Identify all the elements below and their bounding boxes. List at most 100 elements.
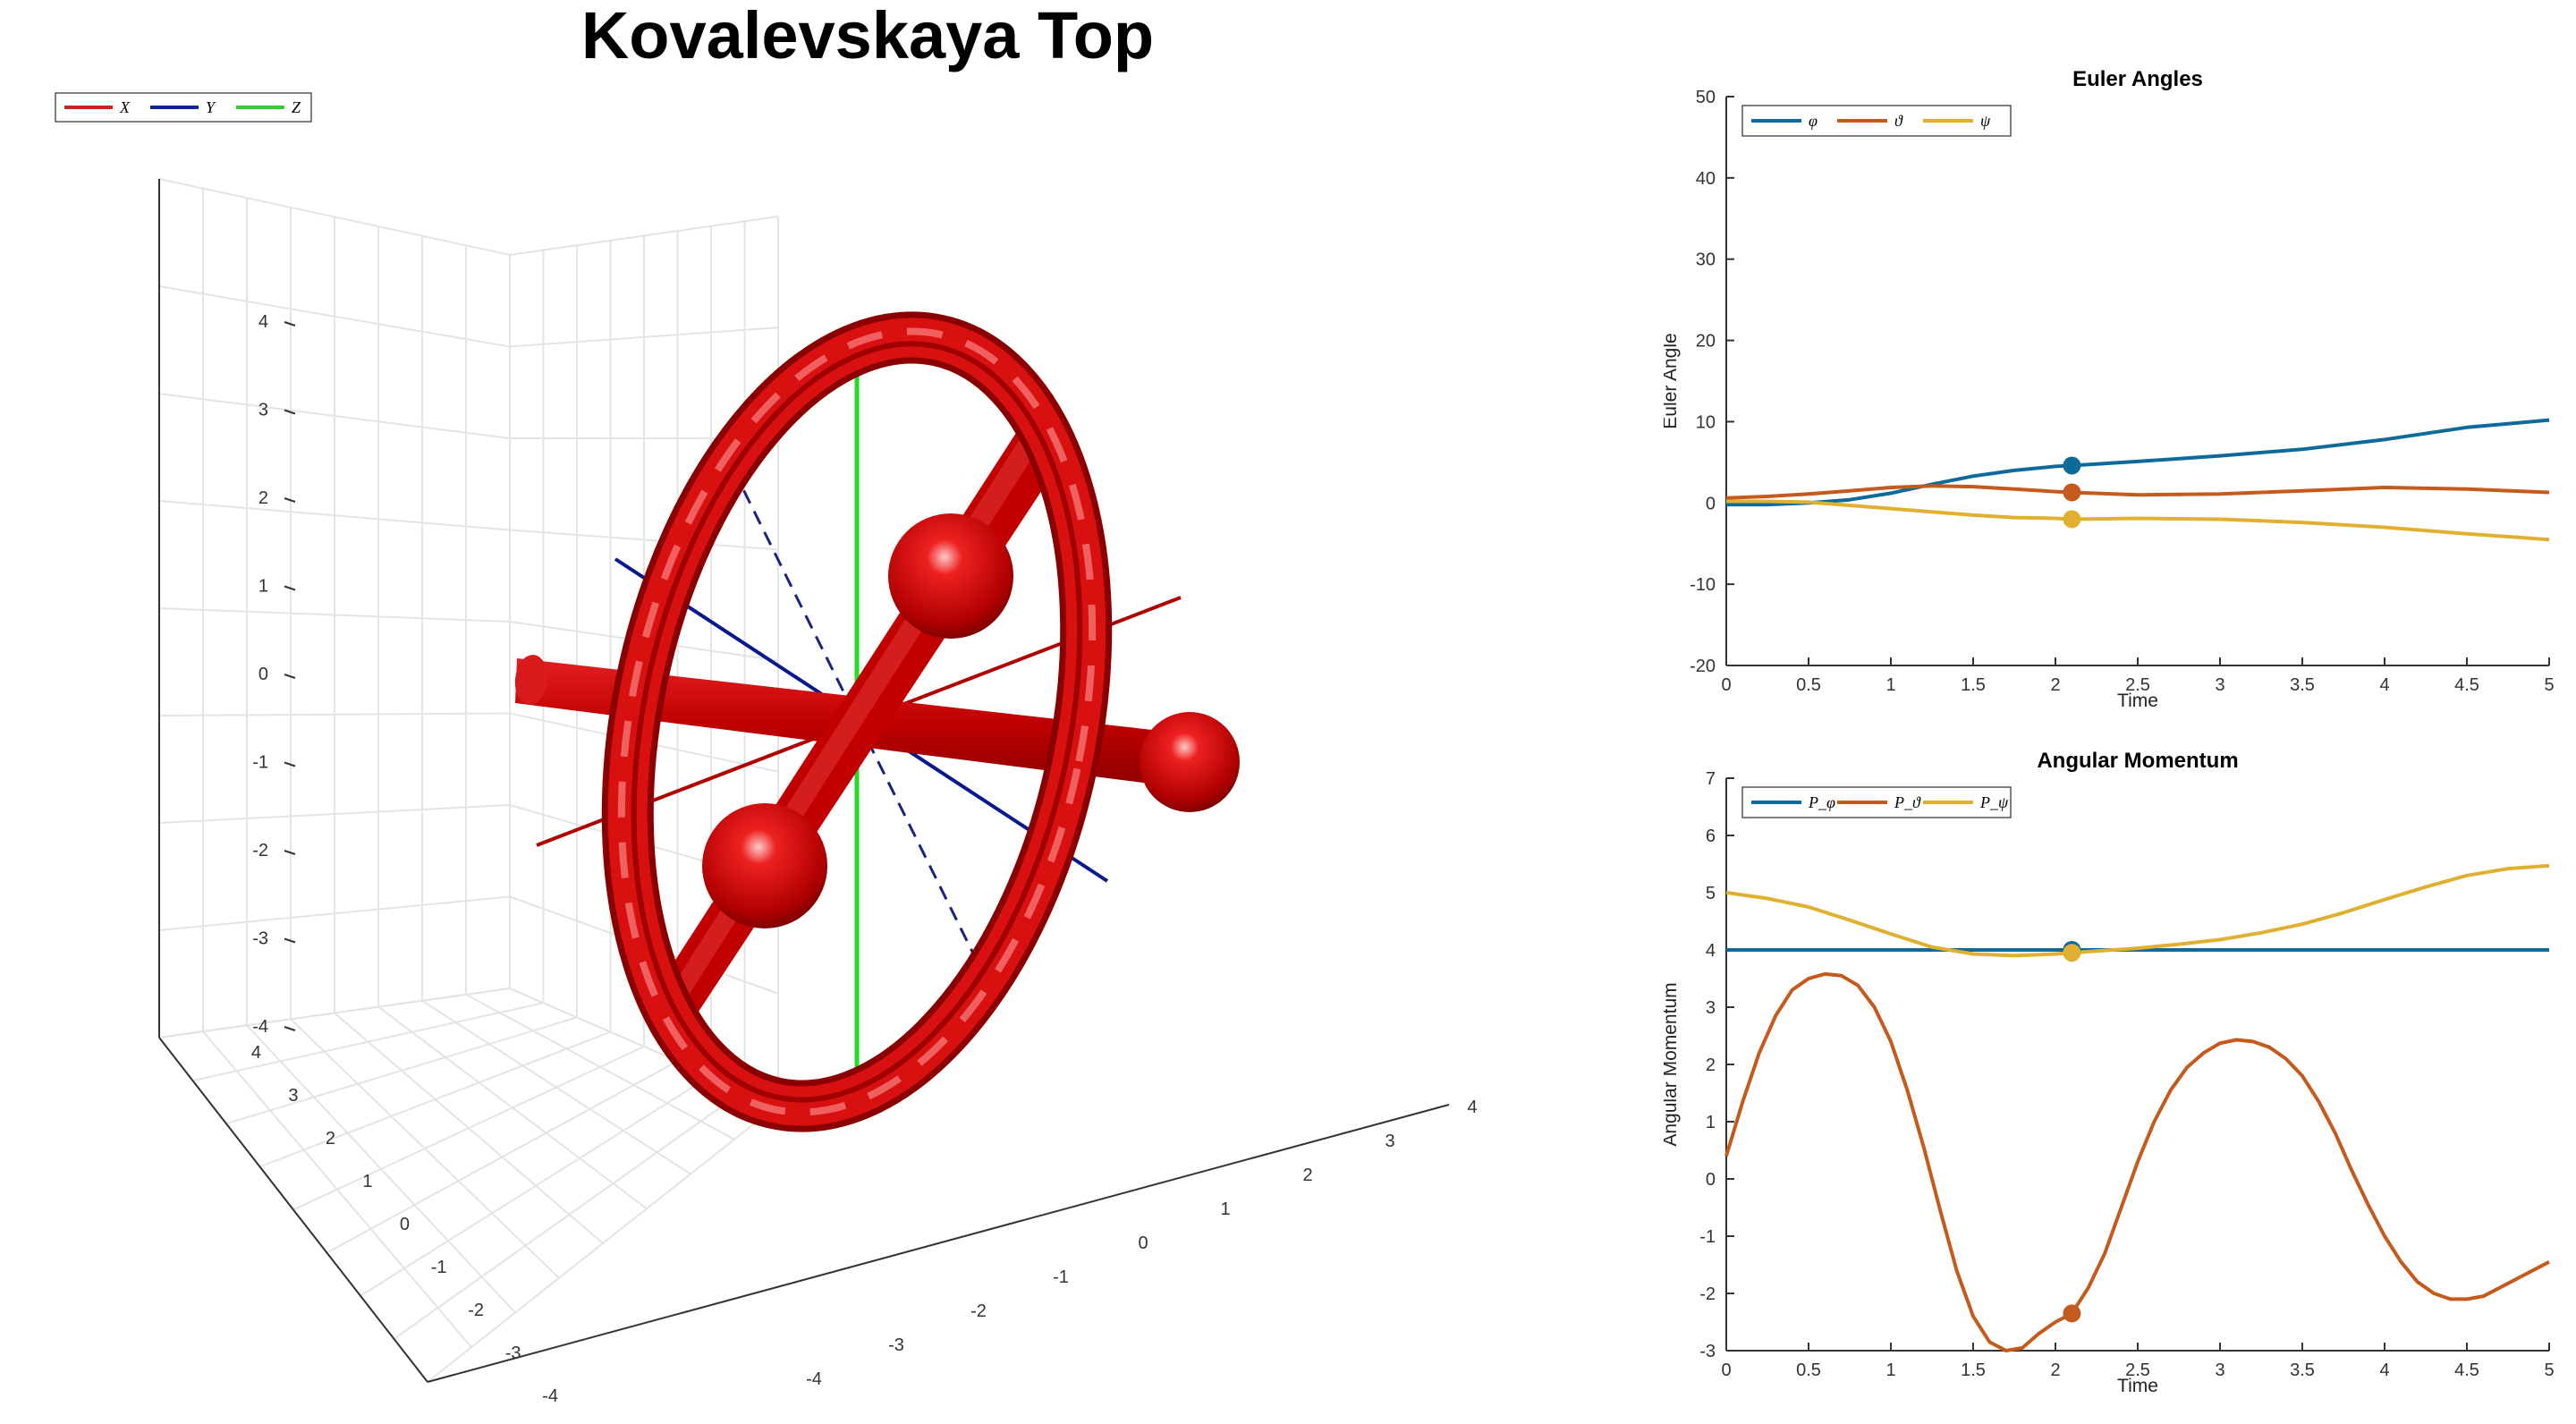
legend-label-2: P_ψ — [1979, 793, 2009, 811]
legend-label-1: P_ϑ — [1894, 793, 1921, 811]
legend-3d: X Y Z — [55, 92, 312, 123]
y-axis-label: Euler Angle — [1664, 333, 1681, 428]
y-tick-label: 3 — [288, 1086, 298, 1106]
y-tick-label: 0 — [1706, 1170, 1716, 1190]
z-tick-label: 2 — [258, 488, 268, 508]
x-tick-label: 1.5 — [1961, 1360, 1986, 1380]
time-marker-2 — [2063, 510, 2081, 529]
grid-line — [158, 804, 511, 824]
x-tick-label: 0.5 — [1796, 1360, 1821, 1380]
grid-line — [509, 326, 779, 348]
legend-label-x: X — [119, 98, 131, 116]
x-tick-label: 2.5 — [2125, 675, 2150, 695]
x-tick-label: 3 — [2215, 1360, 2224, 1380]
legend-label-0: P_φ — [1808, 793, 1835, 811]
z-tick — [284, 321, 296, 326]
z-tick — [284, 850, 296, 855]
series-line-1 — [1725, 484, 2550, 500]
scene-3d-axes[interactable]: 4 3 2 1 0 -1 -2 -3 -4 4 3 2 1 0 -1 -2 -3 -4 -4 -3 -2 -1 0 1 2 3 4 — [0, 72, 1664, 1424]
legend-label-z: Z — [292, 98, 301, 116]
x-tick-label: 0 — [1138, 1233, 1148, 1253]
x-tick-label: 5 — [2544, 675, 2554, 695]
z-tick — [284, 674, 296, 679]
x-axis-rule — [427, 1104, 1450, 1383]
time-marker-1 — [2063, 1304, 2081, 1323]
grid-line — [158, 393, 511, 439]
time-marker-0 — [2063, 456, 2081, 475]
x-tick-label: 4 — [2379, 1360, 2389, 1380]
chart-title: Euler Angles — [2072, 67, 2203, 91]
series-line-2 — [1725, 863, 2550, 958]
right-ball — [1140, 712, 1240, 812]
x-tick-label: 3.5 — [2290, 675, 2315, 695]
axis-tick-labels: 4 3 2 1 0 -1 -2 -3 -4 4 3 2 1 0 -1 -2 -3 -4 -4 -3 -2 -1 0 1 2 3 4 — [251, 312, 1478, 1406]
x-tick-label: 2 — [1302, 1165, 1312, 1185]
y-tick-label: -4 — [542, 1386, 558, 1406]
x-tick-label: 5 — [2544, 1360, 2554, 1380]
grid-line — [158, 607, 511, 623]
x-tick-label: 4.5 — [2454, 1360, 2479, 1380]
y-axis-label: Angular Momentum — [1664, 982, 1681, 1146]
y-tick-label: 1 — [362, 1172, 372, 1191]
grid-line — [246, 1024, 516, 1314]
angular-momentum-chart[interactable]: Angular Momentum 0 0.5 1 1.5 2 2.5 3 3.5 4 4.5 5 7 6 5… — [1664, 725, 2558, 1424]
z-tick-label: 3 — [258, 401, 268, 420]
x-tick-label: 2 — [2050, 675, 2060, 695]
grid-line — [158, 500, 511, 531]
grid-line — [326, 1060, 678, 1254]
y-tick-label: -3 — [1699, 1342, 1716, 1361]
z-tick-label: 4 — [258, 312, 268, 332]
y-tick-label: 2 — [1706, 1055, 1716, 1075]
z-tick — [284, 585, 296, 591]
y-tick-label: 3 — [1706, 998, 1716, 1018]
series-line-1 — [1724, 971, 2550, 1352]
y-tick-label: 10 — [1696, 412, 1716, 432]
y-tick-label: 5 — [1706, 884, 1716, 903]
chart-legend: P_φ P_ϑ P_ψ — [1741, 786, 2012, 818]
y-tick-label: 4 — [251, 1043, 261, 1063]
y-tick-label: -10 — [1690, 575, 1716, 595]
x-tick-label: 1 — [1885, 1360, 1895, 1380]
upper-ball — [888, 513, 1013, 639]
x-tick-label: 4 — [1467, 1098, 1477, 1117]
x-tick-label: 1 — [1220, 1199, 1230, 1219]
legend-label-1: ϑ — [1894, 112, 1903, 130]
y-tick-label: -2 — [468, 1301, 484, 1320]
euler-angles-chart[interactable]: Euler Angles 0 0.5 1 1.5 2 2.5 3 3.5 4 4.5 5 50 40 30 2… — [1664, 45, 2558, 742]
z-tick-label: -2 — [252, 841, 268, 860]
figure-title: Kovalevskaya Top — [580, 0, 1155, 72]
chart-title: Angular Momentum — [2037, 749, 2238, 773]
x-tick-label: 2 — [2050, 1360, 2060, 1380]
legend-label-2: ψ — [1980, 112, 1991, 130]
x-tick-label: 1.5 — [1961, 675, 1986, 695]
y-tick-label: 4 — [1706, 941, 1716, 961]
gyro-ring — [601, 311, 1113, 1132]
grid-line — [360, 1074, 712, 1297]
x-tick-label: 4 — [2379, 675, 2389, 695]
x-tick-label: -2 — [970, 1301, 987, 1321]
grid-line — [158, 285, 511, 348]
z-tick-label: 0 — [258, 665, 268, 684]
grid-line — [427, 1104, 779, 1383]
lower-ball — [702, 803, 827, 928]
x-tick-label: 0 — [1721, 1360, 1731, 1380]
y-tick-label: -20 — [1690, 657, 1716, 676]
x-tick-label: -1 — [1053, 1267, 1069, 1287]
y-tick-label: -2 — [1699, 1284, 1716, 1304]
y-axis-rule — [158, 1037, 428, 1383]
x-tick-label: 3 — [2215, 675, 2224, 695]
series-line-0 — [1726, 418, 2550, 507]
z-tick — [284, 497, 296, 503]
grid-line — [509, 529, 779, 551]
z-tick-label: -4 — [252, 1017, 268, 1037]
y-tick-label: -1 — [1699, 1227, 1716, 1247]
x-tick-label: -4 — [806, 1369, 822, 1389]
time-marker-2 — [2063, 944, 2081, 962]
grid-line — [202, 1030, 472, 1348]
y-tick-label: 2 — [326, 1129, 335, 1149]
grid-line — [509, 216, 779, 256]
x-tick-label: 3 — [1385, 1132, 1394, 1151]
y-tick-label: 50 — [1696, 88, 1716, 107]
